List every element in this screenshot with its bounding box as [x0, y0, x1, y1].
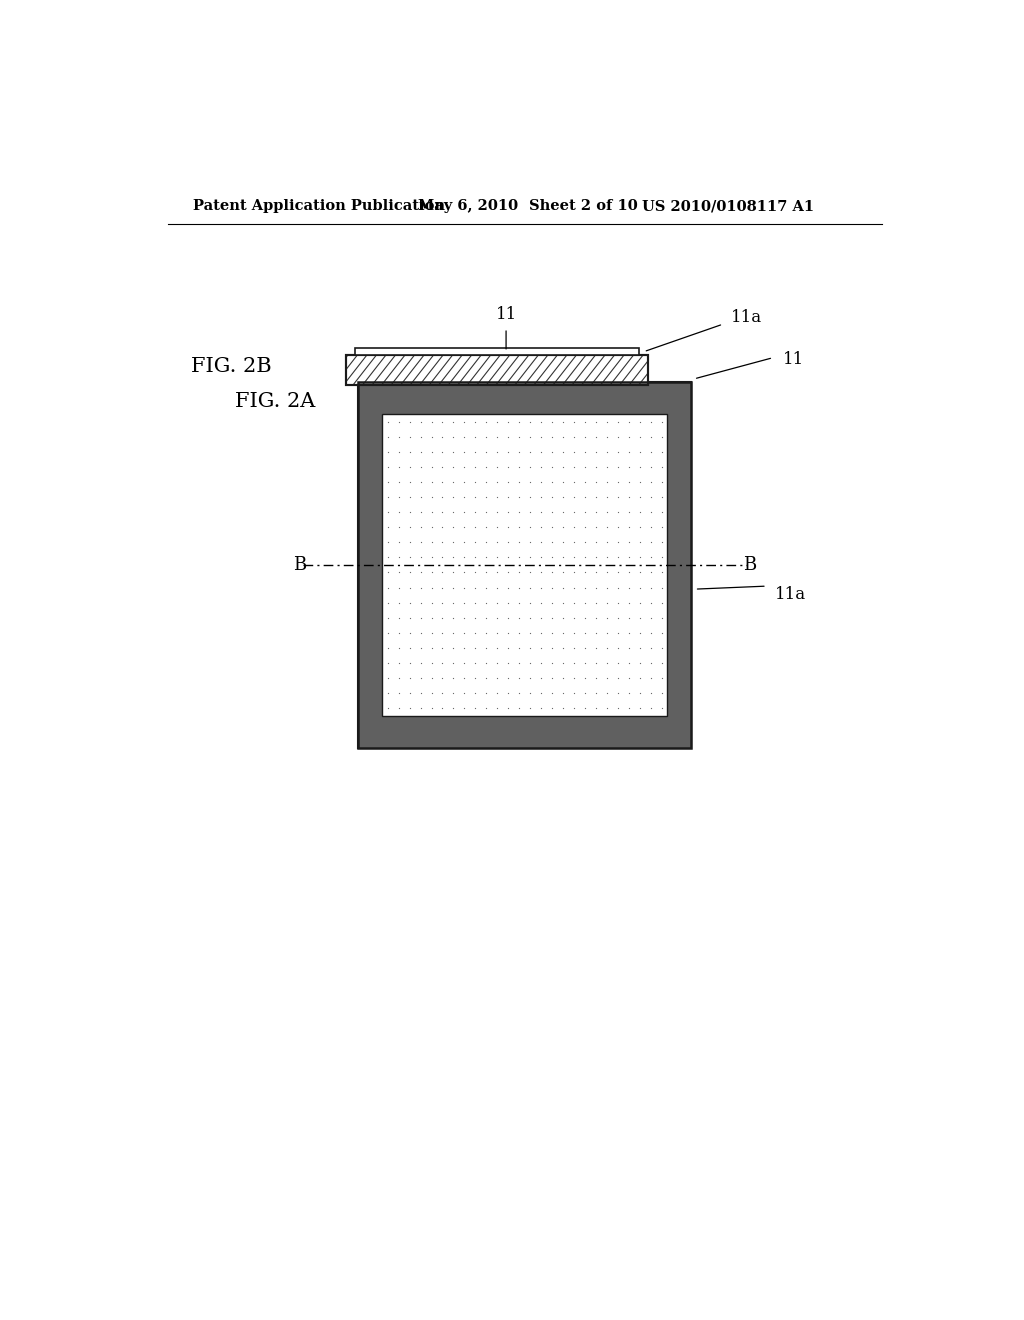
Text: Sheet 2 of 10: Sheet 2 of 10 [528, 199, 638, 213]
Bar [382, 414, 668, 715]
Text: May 6, 2010: May 6, 2010 [418, 199, 518, 213]
Text: US 2010/0108117 A1: US 2010/0108117 A1 [642, 199, 814, 213]
Bar [346, 355, 648, 385]
Text: FIG. 2A: FIG. 2A [236, 392, 315, 411]
Text: 11: 11 [782, 351, 804, 368]
Bar [346, 355, 648, 385]
Text: B: B [293, 556, 306, 574]
Text: 11: 11 [496, 306, 517, 323]
Bar [358, 381, 691, 748]
Text: Patent Application Publication: Patent Application Publication [194, 199, 445, 213]
Bar [358, 381, 691, 748]
Bar [382, 414, 668, 715]
Bar [354, 348, 639, 355]
Text: 11a: 11a [775, 586, 806, 603]
Text: B: B [743, 556, 757, 574]
Text: FIG. 2B: FIG. 2B [191, 358, 272, 376]
Bar [358, 381, 691, 748]
Text: 11a: 11a [731, 309, 762, 326]
